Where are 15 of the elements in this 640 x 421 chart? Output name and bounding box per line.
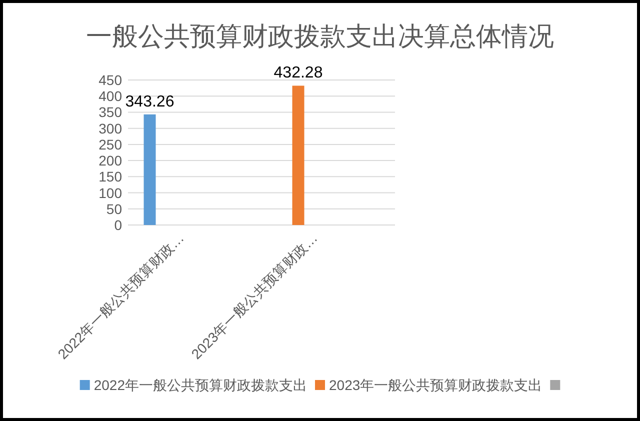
y-tick-label: 400	[98, 88, 122, 104]
legend-label: 2022年一般公共预算财政拨款支出	[94, 377, 307, 393]
data-label: 343.26	[125, 93, 174, 110]
y-tick-label: 50	[106, 200, 122, 217]
y-tick-label: 250	[98, 136, 122, 152]
y-tick-label: 100	[98, 184, 122, 201]
y-tick-label: 0	[114, 217, 122, 233]
y-tick-label: 200	[98, 152, 122, 169]
legend-label: 2023年一般公共预算财政拨款支出	[329, 377, 542, 393]
data-label: 432.28	[274, 64, 323, 82]
y-tick-label: 450	[98, 72, 122, 88]
chart-title: 一般公共预算财政拨款支出决算总体情况	[86, 21, 554, 51]
y-tick-label: 300	[98, 120, 122, 136]
y-tick-label: 350	[98, 104, 122, 120]
y-tick-label: 150	[98, 168, 122, 185]
